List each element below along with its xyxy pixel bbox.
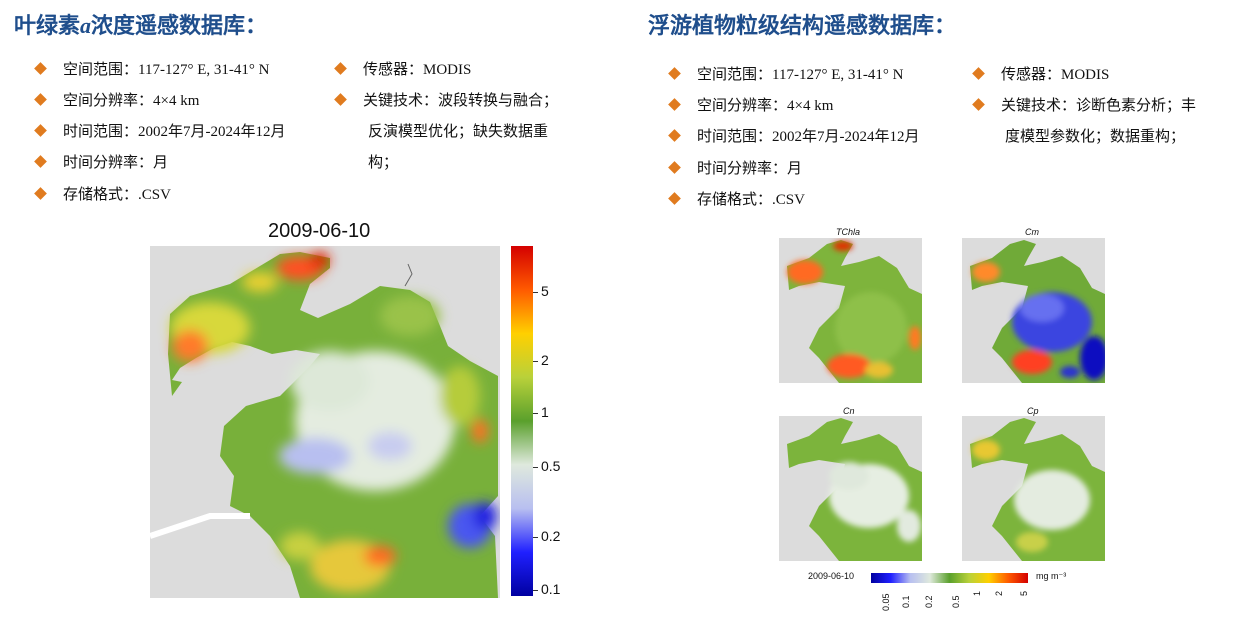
right-item-text: 空间分辨率：4×4 km: [697, 98, 834, 114]
right-item-time-res: 时间分辨率：月: [668, 157, 803, 178]
colorbar-tick: 1: [972, 590, 982, 596]
colorbar-tick: 0.2: [541, 528, 561, 544]
right-item-text: 空间范围：117-127° E, 31-41° N: [697, 67, 904, 83]
left-title-pre: 叶绿素: [14, 13, 81, 38]
left-item-tech: 关键技术：波段转换与融合；: [334, 89, 559, 110]
left-item-text: 传感器：MODIS: [363, 62, 472, 78]
left-item-text: 时间范围：2002年7月-2024年12月: [63, 124, 286, 140]
map-panel-cp: [962, 416, 1105, 561]
map-panel-cn: [779, 416, 922, 561]
colorbar-tick: 5: [1019, 590, 1029, 596]
chlorophyll-colorbar: [511, 246, 533, 596]
map-panel-tchla: [779, 238, 922, 383]
panel-title-cn: Cn: [843, 406, 855, 416]
right-item-text: 时间范围：2002年7月-2024年12月: [697, 129, 920, 145]
left-item-text: 关键技术：波段转换与融合；: [363, 93, 559, 109]
left-title: 叶绿素a浓度遥感数据库：: [14, 8, 267, 40]
diamond-bullet-icon: [34, 62, 47, 75]
panel-title-cm: Cm: [1025, 227, 1039, 237]
diamond-bullet-icon: [34, 155, 47, 168]
colorbar-tick: 0.05: [881, 593, 891, 611]
right-item-spatial-range: 空间范围：117-127° E, 31-41° N: [668, 63, 904, 84]
right-item-tech: 关键技术：诊断色素分析；丰: [972, 94, 1197, 115]
left-item-time-range: 时间范围：2002年7月-2024年12月: [34, 120, 286, 141]
chlorophyll-map: [150, 246, 500, 598]
colorbar-tick: 0.5: [951, 595, 961, 608]
map-panel-cm: [962, 238, 1105, 383]
diamond-bullet-icon: [668, 67, 681, 80]
right-item-text: 关键技术：诊断色素分析；丰: [1001, 98, 1197, 114]
size-structure-colorbar: [871, 573, 1028, 583]
diamond-bullet-icon: [668, 98, 681, 111]
left-item-text: 时间分辨率：月: [63, 155, 169, 171]
diamond-bullet-icon: [668, 192, 681, 205]
left-item-tech-cont1: 反演模型优化；缺失数据重: [368, 124, 549, 140]
diamond-bullet-icon: [334, 93, 347, 106]
left-item-spatial-range: 空间范围：117-127° E, 31-41° N: [34, 58, 270, 79]
diamond-bullet-icon: [334, 62, 347, 75]
colorbar-tick: 0.1: [901, 595, 911, 608]
diamond-bullet-icon: [34, 124, 47, 137]
colorbar-tick: 2: [541, 352, 549, 368]
colorbar-tick: 0.2: [924, 595, 934, 608]
right-item-text: 时间分辨率：月: [697, 161, 803, 177]
left-item-text: 空间分辨率：4×4 km: [63, 93, 200, 109]
right-item-text: 存储格式：.CSV: [697, 192, 805, 208]
colorbar-tick: 0.5: [541, 458, 561, 474]
colorbar-tick: 5: [541, 283, 549, 299]
left-item-text: 存储格式：.CSV: [63, 187, 171, 203]
left-item-spatial-res: 空间分辨率：4×4 km: [34, 89, 200, 110]
diamond-bullet-icon: [668, 161, 681, 174]
diamond-bullet-icon: [972, 98, 985, 111]
panel-title-cp: Cp: [1027, 406, 1039, 416]
left-item-time-res: 时间分辨率：月: [34, 151, 169, 172]
colorbar-tick: 2: [994, 590, 1004, 596]
map-coast-white: [150, 513, 250, 539]
right-item-tech-cont: 度模型参数化；数据重构；: [1005, 129, 1186, 145]
right-item-time-range: 时间范围：2002年7月-2024年12月: [668, 125, 920, 146]
right-item-format: 存储格式：.CSV: [668, 188, 805, 209]
right-colorbar-unit: mg m⁻³: [1036, 571, 1067, 581]
right-colorbar-date: 2009-06-10: [808, 571, 855, 581]
map-date-title: 2009-06-10: [268, 220, 371, 242]
left-item-text: 空间范围：117-127° E, 31-41° N: [63, 62, 270, 78]
left-item-sensor: 传感器：MODIS: [334, 58, 472, 79]
left-title-italic: a: [80, 13, 92, 38]
colorbar-tick: 1: [541, 404, 549, 420]
left-item-format: 存储格式：.CSV: [34, 183, 171, 204]
diamond-bullet-icon: [34, 93, 47, 106]
left-item-tech-cont2: 构；: [368, 155, 399, 171]
diamond-bullet-icon: [34, 187, 47, 200]
right-item-spatial-res: 空间分辨率：4×4 km: [668, 94, 834, 115]
right-item-sensor: 传感器：MODIS: [972, 63, 1110, 84]
left-title-post: 浓度遥感数据库：: [91, 13, 268, 38]
diamond-bullet-icon: [972, 67, 985, 80]
right-item-text: 传感器：MODIS: [1001, 67, 1110, 83]
diamond-bullet-icon: [668, 129, 681, 142]
panel-title-tchla: TChla: [836, 227, 861, 237]
right-title: 浮游植物粒级结构遥感数据库：: [648, 13, 957, 38]
colorbar-tick: 0.1: [541, 581, 561, 597]
